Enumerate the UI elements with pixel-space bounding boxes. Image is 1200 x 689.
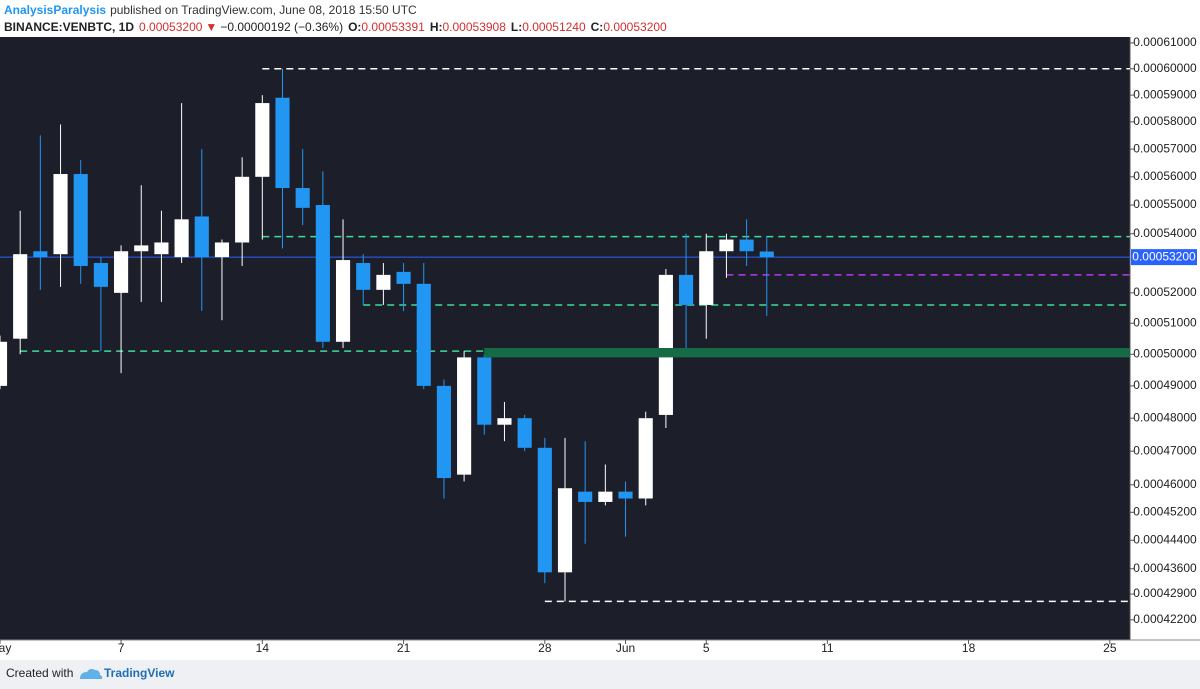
y-tick-label: 0.00060000	[1133, 61, 1197, 75]
candle-body	[416, 283, 431, 386]
candle-body	[477, 357, 492, 425]
y-tick-label: 0.00042900	[1133, 586, 1197, 600]
candle-body	[255, 103, 270, 177]
y-tick-label: 0.00042200	[1133, 612, 1197, 626]
candle-body	[275, 97, 290, 189]
candle-body	[638, 418, 653, 499]
x-tick-label: 25	[1103, 641, 1117, 655]
ohlc-key: L:	[511, 20, 522, 34]
candle-body	[295, 188, 310, 208]
candle-body	[53, 174, 68, 255]
symbol-line: BINANCE:VENBTC, 1D 0.00053200 ▼ −0.00000192…	[4, 20, 667, 34]
candle-body	[436, 385, 451, 479]
candle-body	[194, 216, 209, 258]
x-tick-label: Jun	[616, 641, 635, 655]
candle-body	[457, 357, 472, 475]
y-tick-label: 0.00049000	[1133, 378, 1197, 392]
brand-logo	[80, 668, 103, 679]
candle-body	[537, 447, 552, 573]
ohlc-value: 0.00053908	[443, 20, 507, 34]
footer-brand: TradingView	[104, 666, 175, 680]
ohlc-key: C:	[591, 20, 604, 34]
candle-body	[174, 219, 189, 258]
y-tick-label: 0.00059000	[1133, 87, 1197, 101]
ohlc-value: 0.00053200	[603, 20, 667, 34]
y-tick-label: 0.00051000	[1133, 315, 1197, 329]
change-arrow: ▼	[205, 20, 217, 34]
candle-body	[13, 254, 28, 339]
published: published on TradingView.com, June 08, 2…	[110, 3, 417, 17]
candle-body	[739, 239, 754, 252]
candle-body	[235, 176, 250, 243]
last-price: 0.00053200	[139, 20, 203, 34]
candle-body	[699, 251, 714, 305]
x-tick-label: 5	[703, 641, 710, 655]
candle-body	[396, 271, 411, 284]
zone	[484, 348, 1130, 358]
candle-body	[0, 341, 8, 386]
x-tick-label: May	[0, 641, 11, 655]
symbol: BINANCE:VENBTC, 1D	[4, 20, 134, 34]
price-tag	[1131, 249, 1197, 266]
y-tick-label: 0.00050000	[1133, 346, 1197, 360]
x-axis-area	[0, 640, 1200, 660]
candle-body	[356, 263, 371, 290]
candle-body	[73, 174, 88, 266]
y-tick-label: 0.00043600	[1133, 561, 1197, 575]
candle-body	[315, 205, 330, 342]
y-tick-label: 0.00061000	[1133, 35, 1197, 49]
candle-body	[598, 491, 613, 502]
y-tick-label: 0.00045200	[1133, 504, 1197, 518]
y-axis-area	[1130, 37, 1200, 640]
candle-body	[114, 251, 129, 293]
x-tick-label: 28	[538, 641, 552, 655]
x-tick-label: 18	[962, 641, 976, 655]
candle-body	[154, 242, 169, 255]
x-tick-label: 11	[821, 641, 834, 655]
x-tick-label: 14	[256, 641, 270, 655]
candle-body	[93, 263, 108, 287]
header-line: AnalysisParalysis published on TradingVie…	[4, 3, 417, 17]
footer-bar	[0, 660, 1200, 689]
candle-body	[335, 260, 351, 342]
candle-body	[134, 245, 149, 252]
y-tick-label: 0.00048000	[1133, 410, 1197, 424]
candle-body	[578, 491, 593, 502]
y-tick-label: 0.00044400	[1133, 532, 1197, 546]
ohlc-value: 0.00051240	[522, 20, 586, 34]
candle-body	[679, 274, 694, 305]
y-tick-label: 0.00058000	[1133, 114, 1197, 128]
candle-body	[759, 251, 774, 258]
change: −0.00000192 (−0.36%)	[220, 20, 343, 34]
y-tick-label: 0.00054000	[1133, 226, 1197, 240]
candle-body	[557, 488, 573, 573]
footer-created: Created with	[6, 666, 73, 680]
price-tag-label: 0.00053200	[1132, 249, 1196, 263]
y-tick-label: 0.00046000	[1133, 477, 1197, 491]
candle-body	[497, 418, 512, 425]
y-tick-label: 0.00057000	[1133, 141, 1197, 155]
candle-body	[214, 242, 230, 258]
ohlc-key: O:	[348, 20, 361, 34]
author: AnalysisParalysis	[4, 3, 106, 17]
candle-body	[33, 251, 48, 258]
x-tick-label: 7	[118, 641, 125, 655]
y-tick-label: 0.00052000	[1133, 285, 1197, 299]
candle-body	[719, 239, 734, 252]
x-tick-label: 21	[397, 641, 411, 655]
candle-body	[517, 418, 532, 448]
y-tick-label: 0.00055000	[1133, 197, 1197, 211]
candle-body	[658, 274, 673, 415]
candle-body	[376, 274, 391, 290]
ohlc-key: H:	[430, 20, 443, 34]
y-tick-label: 0.00047000	[1133, 443, 1197, 457]
ohlc-value: 0.00053391	[361, 20, 425, 34]
y-tick-label: 0.00056000	[1133, 169, 1197, 183]
candle-body	[618, 491, 633, 499]
